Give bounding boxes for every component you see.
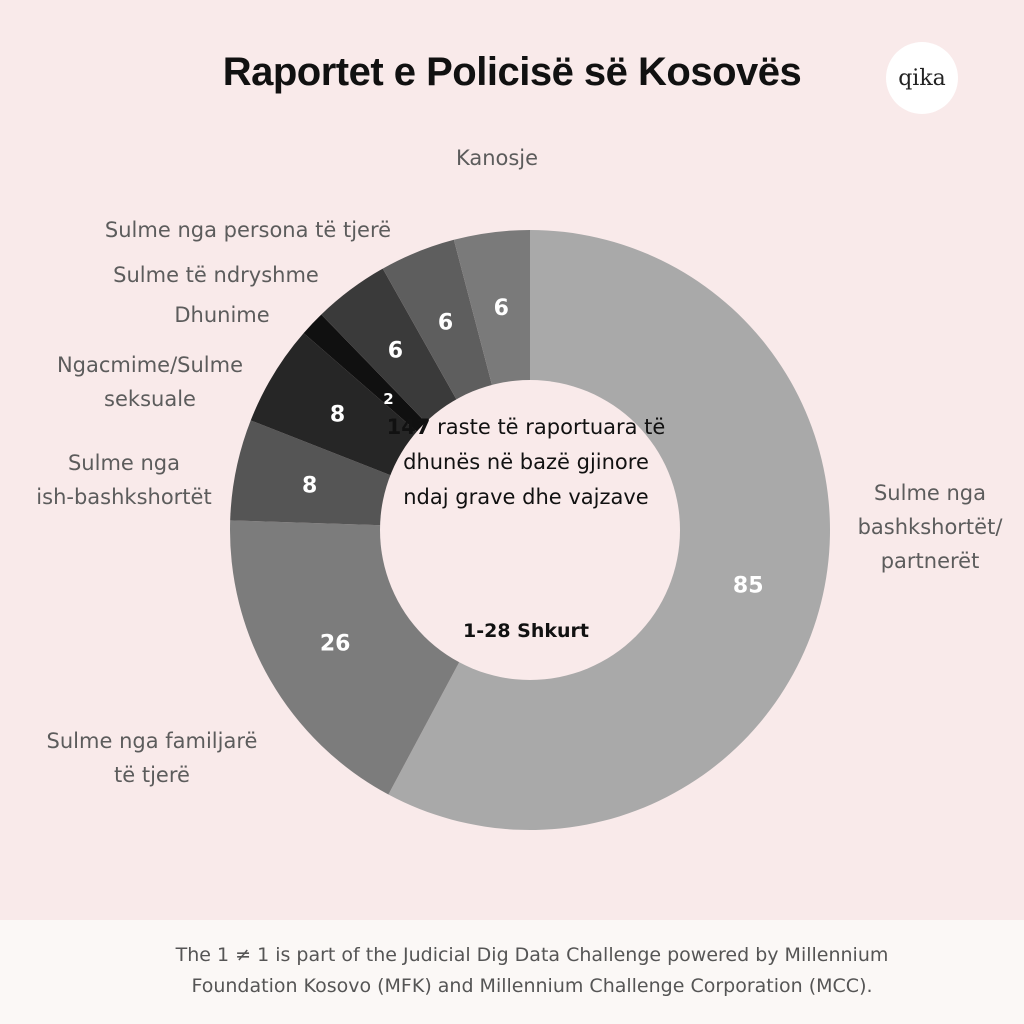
center-description: raste të raportuara të dhunës në bazë gj…	[403, 415, 666, 509]
slice-value-5: 6	[388, 339, 403, 364]
slice-label-6-line-0: Sulme nga persona të tjerë	[105, 218, 391, 242]
slice-label-0-line-0: Sulme nga	[874, 481, 986, 505]
footer-line-1: The 1 ≠ 1 is part of the Judicial Dig Da…	[175, 944, 889, 966]
slice-value-4: 2	[383, 390, 393, 408]
footer-line-2: Foundation Kosovo (MFK) and Millennium C…	[191, 975, 873, 997]
chart-title: Raportet e Policisë së Kosovës	[222, 50, 802, 94]
date-range: 1-28 Shkurt	[463, 620, 589, 642]
slice-label-1-line-0: Sulme nga familjarë	[47, 729, 258, 753]
slice-label-0-line-2: partnerët	[881, 549, 980, 573]
slice-label-3-line-1: seksuale	[104, 387, 196, 411]
total-count: 147	[386, 415, 431, 439]
slice-value-1: 26	[320, 632, 351, 657]
slice-value-6: 6	[438, 310, 453, 335]
slice-label-2-line-0: Sulme nga	[68, 451, 180, 475]
slice-label-0-line-1: bashkshortët/	[858, 515, 1004, 539]
slice-value-3: 8	[330, 402, 345, 427]
slice-value-0: 85	[733, 574, 764, 599]
slice-value-2: 8	[302, 474, 317, 499]
slice-label-2-line-1: ish-bashkshortët	[36, 485, 211, 509]
donut-hole	[380, 380, 680, 680]
slice-label-4-line-0: Dhunime	[174, 303, 269, 327]
slice-label-5-line-0: Sulme të ndryshme	[113, 263, 319, 287]
slice-label-3-line-0: Ngacmime/Sulme	[57, 353, 243, 377]
footer-band	[0, 920, 1024, 1024]
footer-text: The 1 ≠ 1 is part of the Judicial Dig Da…	[90, 940, 974, 1002]
slice-label-7-line-0: Kanosje	[456, 146, 538, 170]
center-summary: 147 raste të raportuara të dhunës në baz…	[386, 410, 666, 515]
slice-value-7: 6	[494, 296, 509, 321]
slice-label-1-line-1: të tjerë	[114, 763, 190, 787]
qika-logo: qika	[886, 42, 958, 114]
